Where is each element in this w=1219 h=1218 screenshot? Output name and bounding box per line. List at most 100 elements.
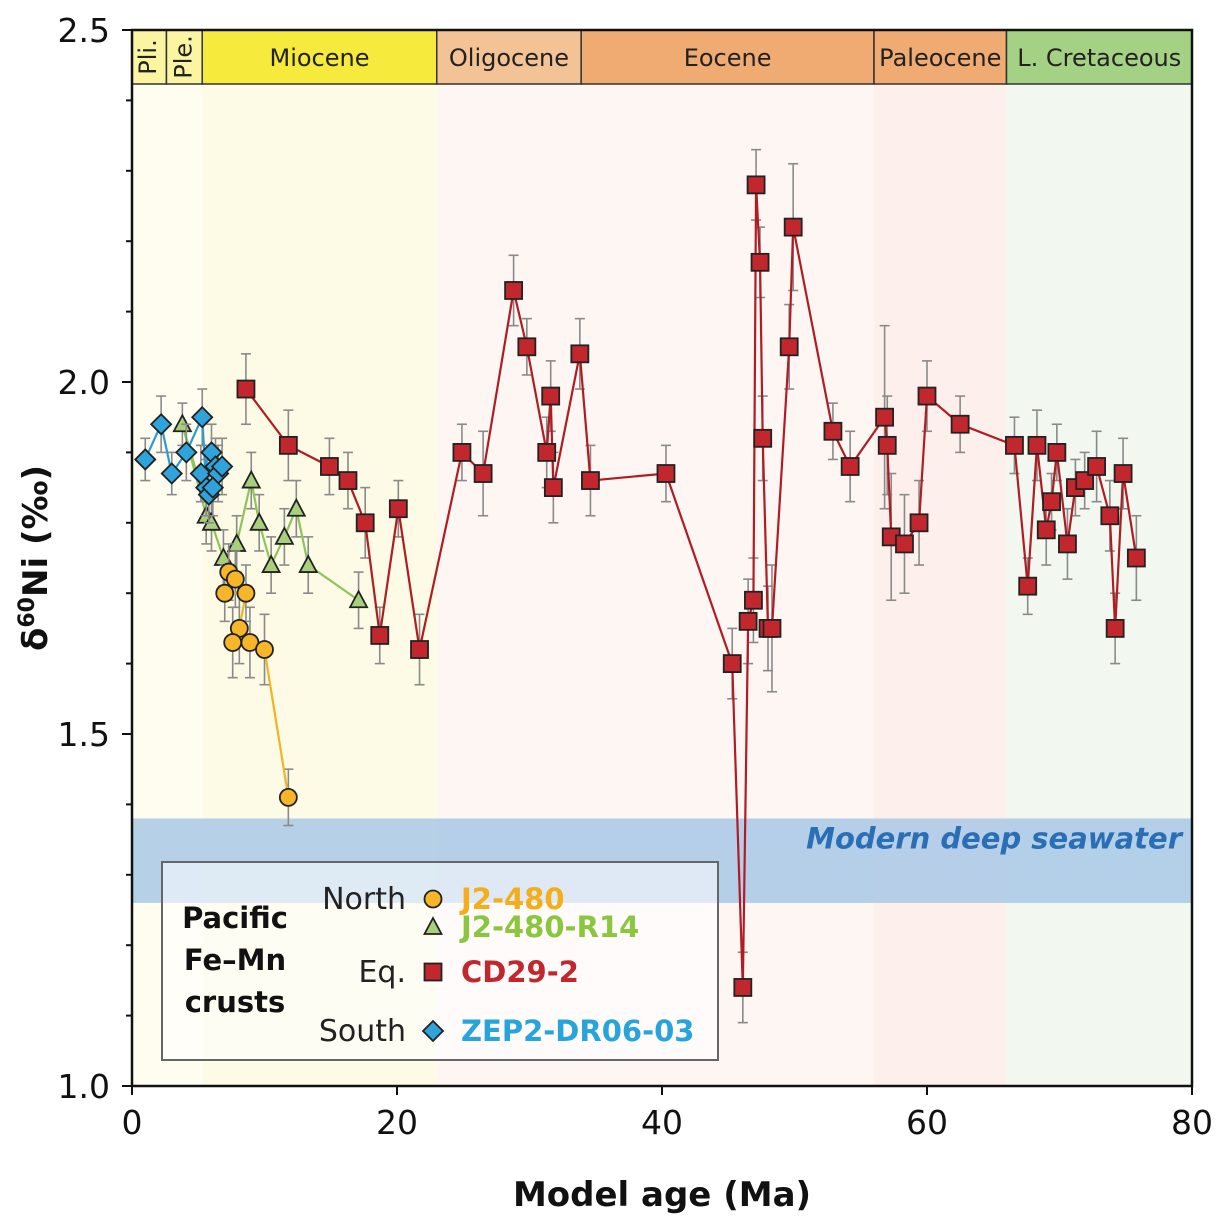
data-point: [320, 457, 339, 476]
data-point: [722, 654, 742, 673]
data-series: [133, 148, 1146, 1024]
epoch-box: [580, 29, 875, 85]
data-point: [543, 478, 563, 498]
y-tick-label: 1.0: [58, 1067, 110, 1106]
data-point: [338, 471, 358, 490]
data-point: [1027, 435, 1047, 455]
data-point: [298, 554, 319, 573]
data-point: [1126, 548, 1146, 568]
data-point: [278, 435, 298, 455]
x-tick-label: 60: [906, 1103, 948, 1142]
data-point: [877, 435, 897, 455]
data-point: [149, 412, 173, 436]
series-j2-480: [215, 543, 298, 827]
data-point: [201, 476, 225, 499]
legend-region-label: Eq.: [358, 955, 406, 990]
legend-marker: [423, 889, 443, 909]
series-cd29-2: [236, 148, 1146, 1024]
data-point: [823, 421, 843, 441]
legend-region-label: North: [322, 882, 406, 917]
data-point: [249, 511, 270, 531]
legend-marker: [423, 916, 443, 935]
epoch-label: Pli.: [134, 39, 162, 74]
epoch-header: Pli. Ple. Miocene Oligocene Eocene Paleocene L…: [131, 29, 1193, 85]
data-point: [1047, 442, 1067, 462]
data-point: [278, 787, 298, 807]
data-point: [236, 379, 256, 399]
data-point: [241, 469, 262, 489]
data-point: [1075, 471, 1095, 490]
y-axis-title: δ60Ni (‰): [15, 465, 56, 651]
data-point: [1105, 619, 1125, 638]
x-tick-label: 80: [1171, 1103, 1213, 1142]
x-axis-title: Model age (Ma): [513, 1175, 811, 1215]
data-point: [210, 455, 234, 478]
y-tick-label: 2.5: [58, 11, 110, 50]
data-point: [504, 281, 524, 300]
data-point: [738, 611, 758, 631]
data-point: [1087, 457, 1106, 476]
legend: Pacific Fe–Mn crusts North J2-480J2-480-R…: [161, 861, 719, 1061]
data-point: [840, 457, 860, 476]
epoch-box: [201, 29, 438, 85]
data-point: [746, 175, 766, 195]
data-point: [875, 407, 894, 427]
data-point: [581, 471, 600, 490]
legend-marker: [421, 1019, 445, 1043]
data-point: [201, 511, 222, 531]
epoch-box: [436, 29, 582, 85]
epoch-label: Miocene: [269, 44, 369, 72]
data-point: [750, 252, 770, 272]
data-point: [133, 448, 157, 471]
data-point: [410, 640, 429, 659]
epoch-background: [132, 84, 167, 1086]
y-tick-label: 2.0: [58, 363, 110, 402]
x-tick-label: 0: [122, 1103, 143, 1142]
data-point: [762, 619, 782, 638]
data-point: [909, 513, 929, 533]
data-point: [517, 337, 537, 357]
epoch-label: Oligocene: [449, 44, 569, 72]
data-point: [215, 583, 235, 603]
data-point: [895, 534, 914, 554]
epoch-label: Eocene: [684, 44, 772, 72]
data-point: [950, 414, 970, 434]
data-point: [1042, 492, 1061, 512]
epoch-box: [1005, 29, 1193, 85]
data-point: [355, 513, 375, 533]
data-point: [733, 978, 753, 997]
series-zep2-dr06-03: [133, 388, 234, 524]
data-point: [1058, 534, 1077, 554]
data-point: [452, 442, 472, 462]
data-point: [225, 569, 245, 589]
data-point: [223, 633, 243, 652]
data-point: [286, 497, 307, 517]
seawater-band-label: Modern deep seawater: [806, 821, 1184, 855]
legend-group-label: crusts: [185, 985, 286, 1019]
data-point: [175, 441, 198, 464]
series-j2-480-r14: [172, 402, 369, 630]
data-point: [1018, 576, 1038, 596]
legend-region-label: South: [319, 1014, 406, 1049]
legend-series-label: J2-480: [459, 882, 565, 916]
y-axis-title-suffix: Ni (‰): [16, 465, 56, 597]
data-point: [1100, 506, 1120, 526]
epoch-label: Ple.: [169, 35, 197, 79]
data-point: [570, 344, 590, 364]
legend-group-label: Pacific: [182, 901, 288, 935]
axes: 0 20 40 60 80 1.0 1.5 2.0 2.5: [58, 11, 1213, 1142]
data-point: [1005, 435, 1024, 455]
epoch-background: [1006, 84, 1192, 1086]
legend-series-label: CD29-2: [461, 955, 579, 989]
data-point: [1113, 464, 1133, 483]
x-tick-label: 40: [641, 1103, 683, 1142]
epoch-label: L. Cretaceous: [1017, 44, 1181, 72]
data-point: [779, 337, 799, 357]
legend-group-label: Fe–Mn: [184, 943, 286, 977]
data-point: [370, 626, 390, 645]
data-point: [537, 442, 557, 462]
data-point: [541, 386, 561, 406]
data-point: [274, 525, 295, 545]
data-point: [388, 499, 408, 519]
